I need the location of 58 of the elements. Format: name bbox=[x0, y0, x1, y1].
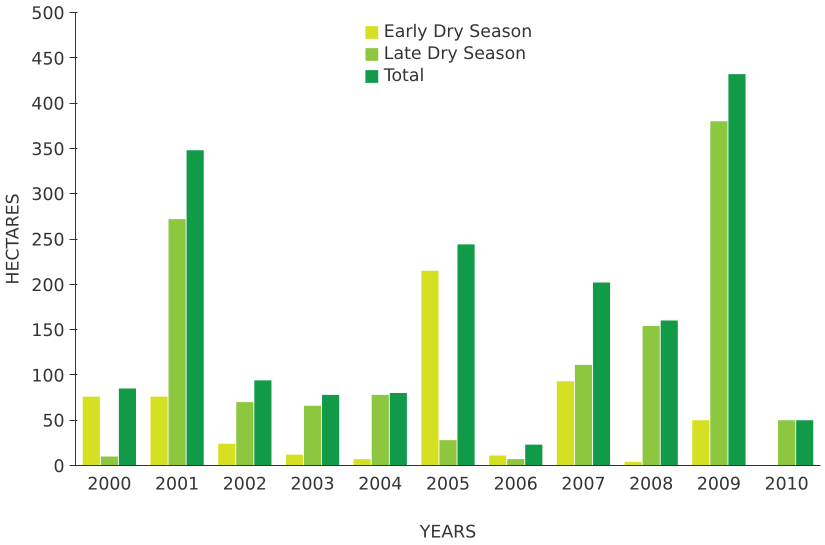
y-tick-label: 400 bbox=[31, 94, 65, 115]
bar bbox=[728, 74, 746, 466]
y-tick-label: 150 bbox=[31, 321, 65, 342]
y-tick-label: 0 bbox=[53, 457, 65, 477]
y-axis-title: HECTARES bbox=[3, 193, 24, 285]
bar bbox=[168, 219, 186, 466]
x-tick-label: 2000 bbox=[87, 474, 132, 494]
bar bbox=[710, 121, 728, 466]
bar bbox=[778, 420, 796, 466]
bar bbox=[254, 380, 272, 466]
bar bbox=[642, 326, 660, 466]
bar bbox=[556, 381, 574, 466]
x-tick-label: 2002 bbox=[222, 474, 267, 494]
x-tick-label: 2004 bbox=[358, 474, 402, 494]
bar bbox=[489, 456, 506, 466]
x-tick-label: 2005 bbox=[426, 474, 470, 494]
y-tick-label: 50 bbox=[42, 412, 65, 432]
bar bbox=[354, 459, 371, 466]
x-tick-label: 2003 bbox=[290, 474, 335, 494]
legend-label: Total bbox=[384, 66, 424, 86]
y-tick-label: 350 bbox=[31, 140, 65, 160]
y-tick-label: 100 bbox=[31, 366, 65, 386]
bar bbox=[592, 282, 610, 466]
x-tick-label: 2010 bbox=[764, 474, 809, 494]
bar bbox=[322, 394, 340, 466]
y-tick-label: 200 bbox=[31, 276, 65, 296]
y-tick-label: 250 bbox=[31, 230, 65, 250]
x-axis-title: YEARS bbox=[418, 522, 476, 542]
bar bbox=[390, 393, 407, 466]
bar bbox=[118, 388, 136, 466]
bar bbox=[236, 402, 254, 466]
bar bbox=[150, 396, 168, 466]
legend-label: Early Dry Season bbox=[384, 22, 532, 42]
x-tick-label: 2008 bbox=[629, 474, 674, 494]
x-tick-label: 2009 bbox=[696, 474, 741, 494]
y-tick-label: 500 bbox=[31, 4, 65, 24]
x-tick-label: 2006 bbox=[494, 474, 538, 494]
y-tick-label: 450 bbox=[31, 49, 65, 70]
bar bbox=[457, 244, 475, 466]
bar bbox=[439, 440, 457, 466]
bar bbox=[304, 406, 322, 466]
x-tick-label: 2007 bbox=[561, 474, 606, 494]
bar bbox=[286, 454, 304, 466]
bar bbox=[100, 456, 118, 466]
legend-label: Late Dry Season bbox=[384, 44, 526, 64]
bar bbox=[660, 320, 678, 466]
y-tick-label: 300 bbox=[31, 185, 65, 206]
bar bbox=[574, 364, 592, 466]
bar bbox=[82, 396, 100, 466]
bar bbox=[218, 444, 236, 466]
bar bbox=[507, 459, 524, 466]
x-tick-label: 2001 bbox=[155, 474, 200, 494]
bar bbox=[372, 394, 389, 466]
bar bbox=[421, 270, 439, 466]
bar bbox=[692, 420, 710, 466]
bar bbox=[186, 150, 204, 466]
bar bbox=[525, 444, 542, 466]
bar bbox=[796, 420, 814, 466]
